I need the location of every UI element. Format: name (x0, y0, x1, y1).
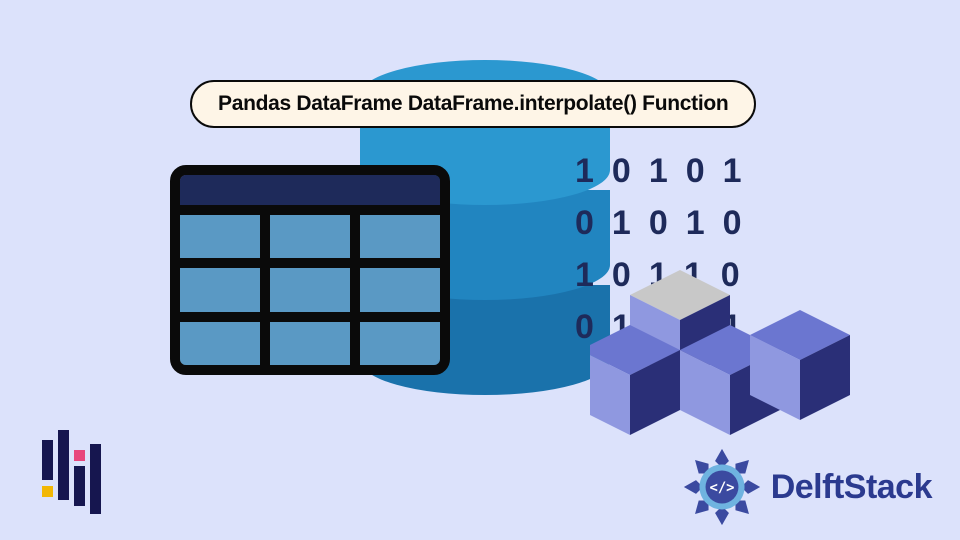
delftstack-logo: </> DelftStack (683, 448, 932, 526)
dataframe-table-icon (170, 165, 450, 375)
pandas-logo-icon (36, 430, 106, 516)
page-title-text: Pandas DataFrame DataFrame.interpolate()… (218, 92, 728, 115)
delftstack-rosette-icon: </> (683, 448, 761, 526)
cubes-icon (590, 240, 850, 430)
delftstack-text: DelftStack (771, 468, 932, 507)
page-title: Pandas DataFrame DataFrame.interpolate()… (190, 80, 756, 128)
code-glyph-icon: </> (709, 480, 734, 496)
